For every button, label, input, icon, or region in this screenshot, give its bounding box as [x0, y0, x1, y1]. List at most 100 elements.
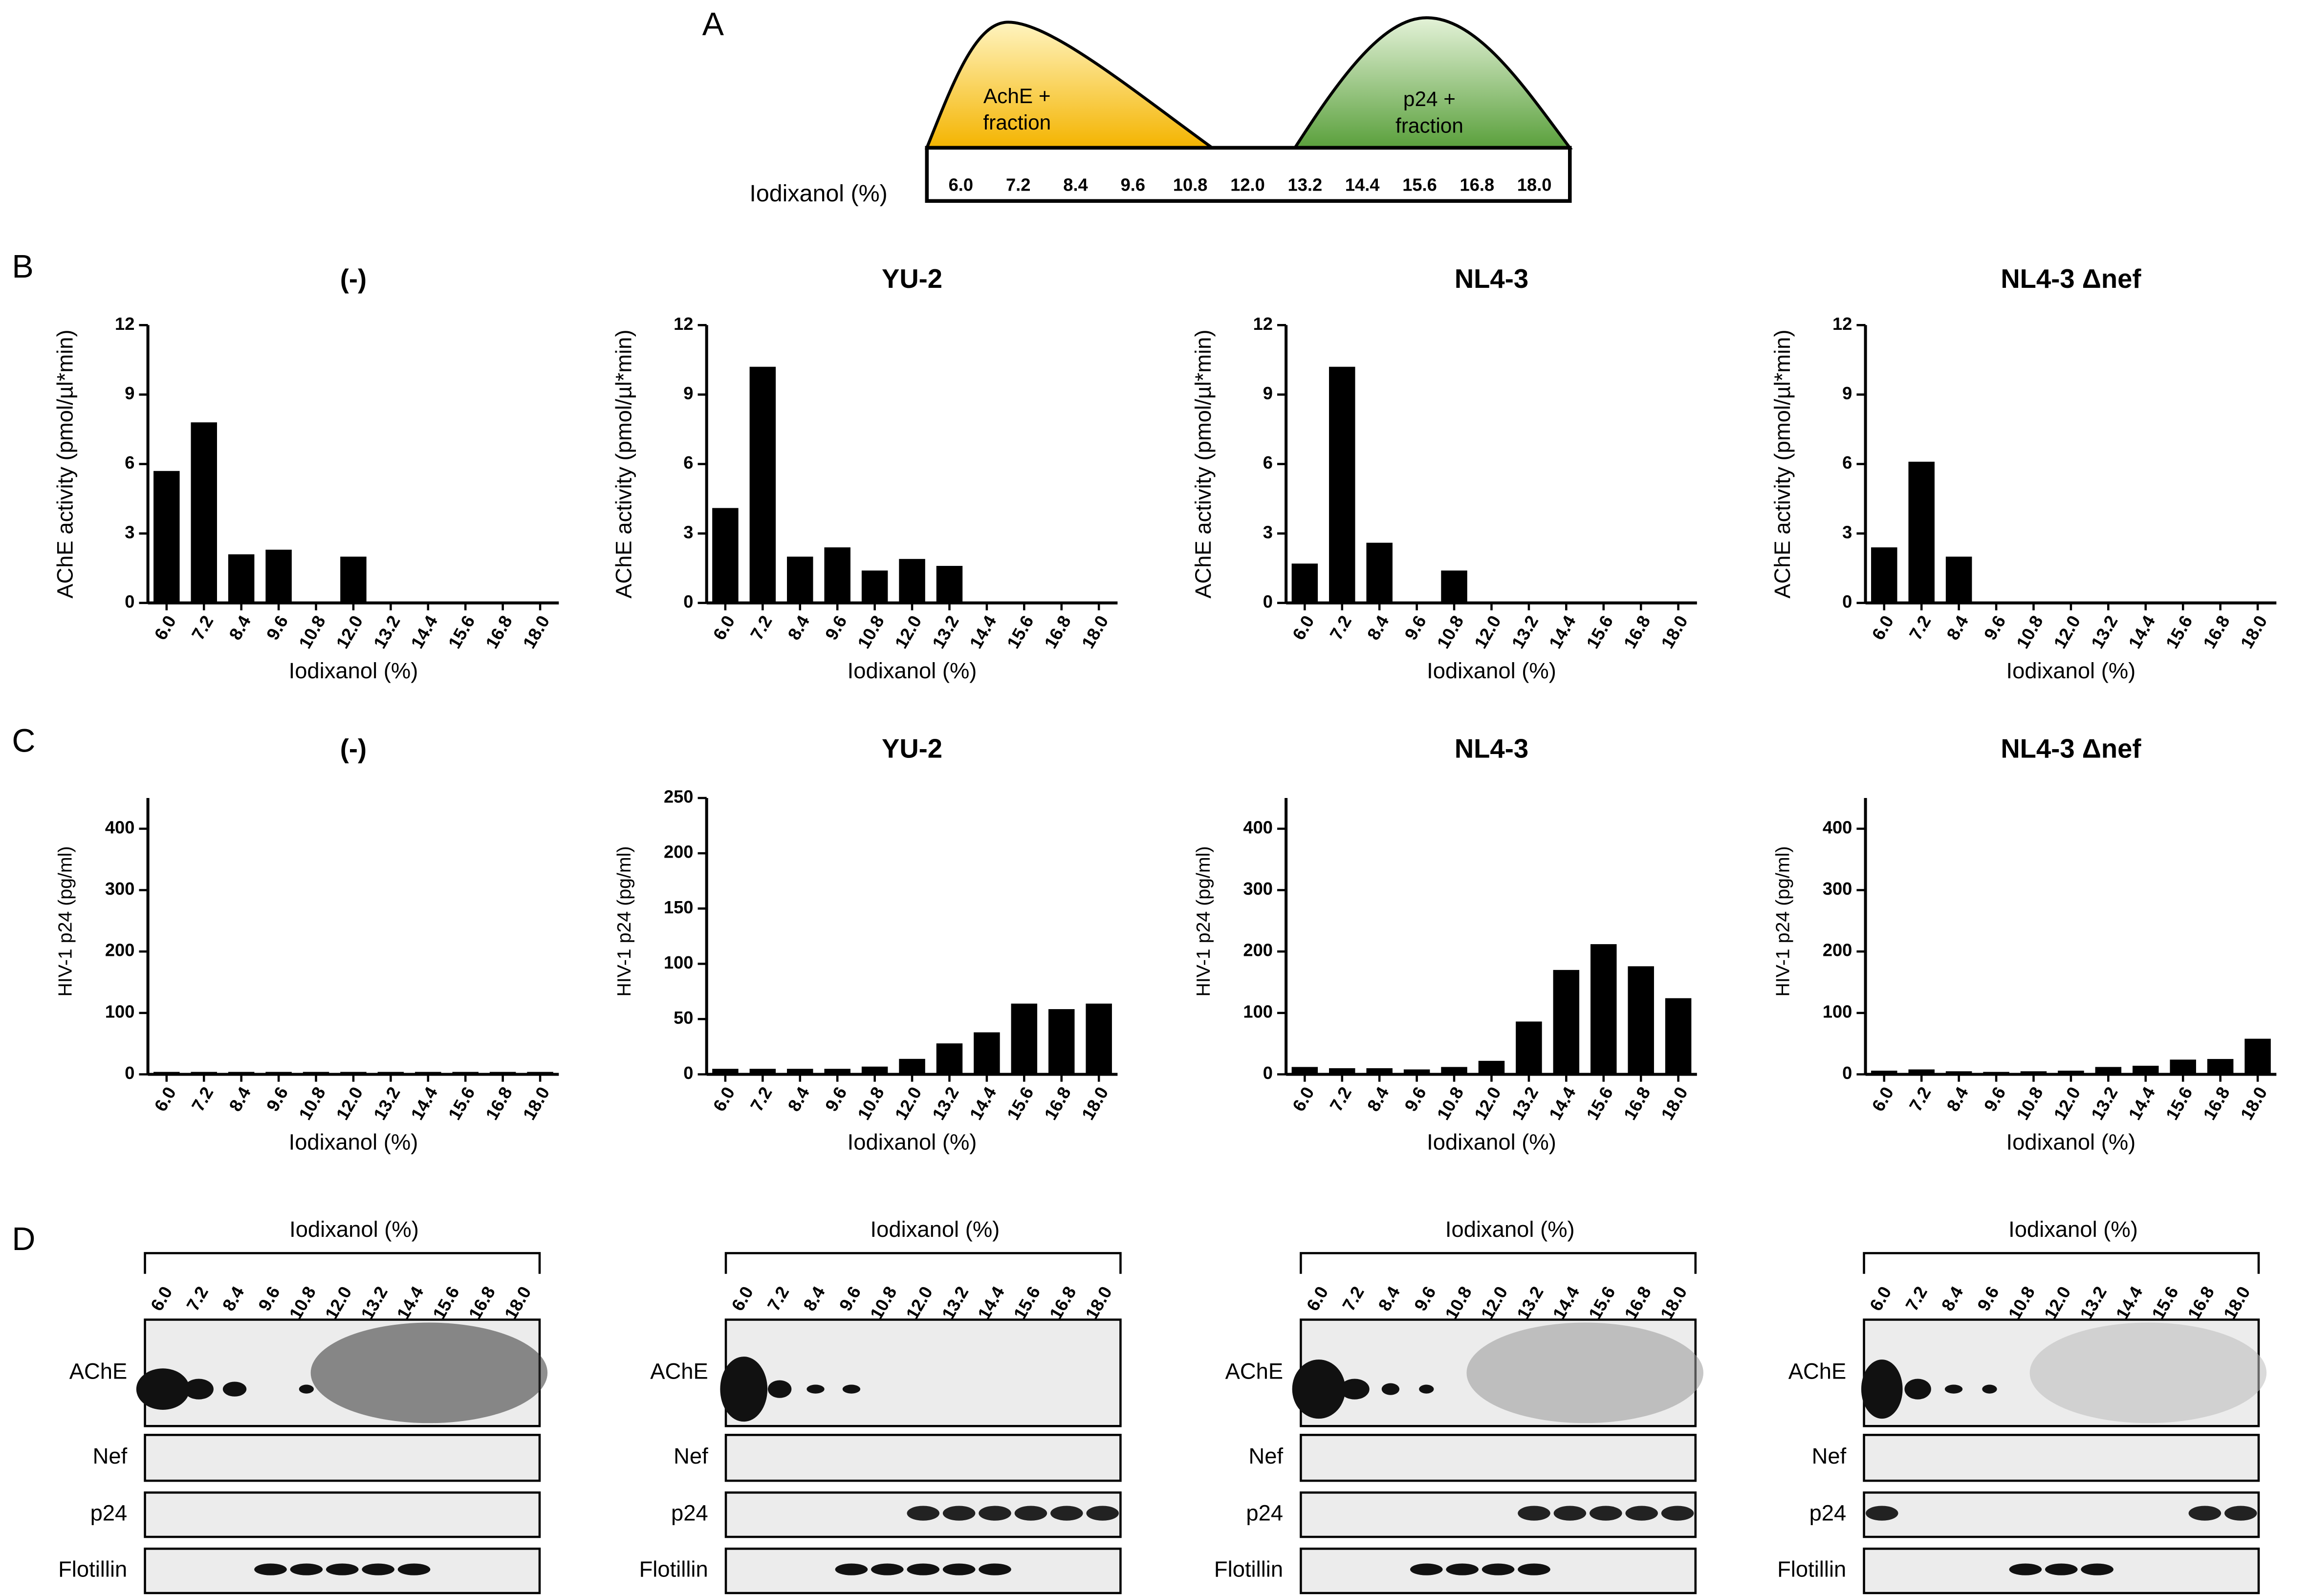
lane-label: 9.6 — [835, 1283, 865, 1314]
blot-band — [1050, 1506, 1083, 1521]
x-tick-label: 8.4 — [1363, 612, 1393, 643]
lane-label: 13.2 — [357, 1283, 392, 1323]
lane-label: 13.2 — [1513, 1283, 1547, 1323]
blot-band — [1590, 1506, 1622, 1521]
y-axis-label: AChE activity (pmol/µl*min) — [52, 329, 77, 598]
bar — [712, 1069, 739, 1075]
blot-band — [1904, 1379, 1931, 1400]
blot-row-label: p24 — [671, 1501, 708, 1526]
x-tick-label: 13.2 — [2087, 1083, 2122, 1123]
bar — [153, 471, 180, 603]
bar — [1291, 563, 1318, 603]
bar — [1086, 1003, 1112, 1075]
x-tick-label: 6.0 — [150, 612, 180, 643]
lane-bracket — [144, 1252, 541, 1274]
x-tick-label: 12.0 — [891, 1083, 926, 1123]
p24-hump — [1292, 16, 1573, 150]
y-tick-label: 200 — [664, 842, 694, 862]
lane-label: 18.0 — [1656, 1283, 1691, 1323]
y-tick-label: 150 — [664, 897, 694, 917]
x-tick-label: 6.0 — [1868, 1083, 1897, 1115]
y-tick-label: 3 — [125, 522, 134, 542]
bar — [1983, 1072, 2009, 1075]
x-tick-label: 12.0 — [332, 1083, 367, 1123]
blot-row-label: Flotillin — [58, 1557, 127, 1582]
x-tick-label: 14.4 — [2124, 1083, 2159, 1123]
bar — [1329, 1068, 1355, 1075]
blot-row-label: AChE — [650, 1359, 708, 1383]
blot-smear — [310, 1322, 548, 1423]
bar — [2020, 1071, 2047, 1075]
fraction-label: 12.0 — [1230, 175, 1265, 195]
x-tick-label: 6.0 — [709, 1083, 739, 1115]
blot-band — [1861, 1359, 1903, 1419]
bar — [1908, 1069, 1935, 1075]
x-tick-label: 9.6 — [821, 1083, 851, 1115]
y-tick-label: 6 — [125, 453, 134, 473]
y-axis-label: HIV-1 p24 (pg/ml) — [1772, 846, 1794, 997]
lane-label: 14.4 — [1548, 1283, 1583, 1323]
y-axis-label: HIV-1 p24 (pg/ml) — [1193, 846, 1214, 997]
y-tick-label: 12 — [115, 314, 134, 334]
blot-band — [835, 1563, 868, 1575]
blot-row-label: Nef — [93, 1444, 128, 1468]
x-tick-label: 18.0 — [1657, 612, 1692, 652]
x-tick-label: 8.4 — [784, 1083, 813, 1115]
blot-band — [1481, 1563, 1515, 1575]
x-tick-label: 10.8 — [295, 1083, 329, 1123]
lane-label: 9.6 — [254, 1283, 284, 1314]
bar — [489, 1072, 516, 1075]
x-tick-label: 18.0 — [519, 612, 554, 652]
bar — [936, 566, 963, 603]
panel-label: A — [702, 6, 724, 43]
x-tick-label: 18.0 — [1078, 612, 1112, 652]
lane-label: 7.2 — [182, 1283, 212, 1314]
y-tick-label: 100 — [105, 1001, 135, 1021]
lane-bracket — [1300, 1252, 1697, 1274]
x-tick-label: 10.8 — [853, 1083, 888, 1123]
x-tick-label: 16.8 — [1040, 1083, 1075, 1123]
y-tick-label: 12 — [1832, 314, 1852, 334]
gradient-box — [925, 146, 1572, 203]
lane-label: 7.2 — [1338, 1283, 1368, 1314]
x-tick-label: 16.8 — [481, 1083, 516, 1123]
blot-band — [907, 1506, 939, 1521]
y-tick-label: 300 — [1243, 879, 1273, 899]
y-tick-label: 9 — [1842, 383, 1852, 403]
bar — [1516, 1021, 1542, 1075]
x-tick-label: 14.4 — [1545, 1083, 1580, 1123]
lane-label: 15.6 — [2148, 1283, 2182, 1323]
blot-smear — [2029, 1322, 2267, 1423]
blot-band — [326, 1563, 359, 1575]
lane-label: 14.4 — [2112, 1283, 2147, 1323]
x-tick-label: 15.6 — [444, 1083, 479, 1123]
x-tick-label: 10.8 — [1433, 612, 1468, 652]
lane-label: 8.4 — [1938, 1283, 1967, 1314]
x-axis-label: Iodixanol (%) — [289, 658, 418, 683]
fraction-label: 18.0 — [1517, 175, 1552, 195]
bar — [787, 1069, 813, 1075]
axis-label: Iodixanol (%) — [749, 180, 887, 207]
fraction-label: 9.6 — [1121, 175, 1145, 195]
x-tick-label: 15.6 — [444, 612, 479, 652]
hump-label: AchE + — [983, 85, 1051, 108]
panel-label: C — [12, 723, 35, 759]
blot-band — [1944, 1384, 1963, 1394]
blot-strip — [144, 1434, 541, 1482]
y-tick-label: 300 — [105, 879, 135, 899]
bar — [191, 422, 217, 603]
blot-row-label: Flotillin — [1777, 1557, 1846, 1582]
y-tick-label: 200 — [105, 940, 135, 960]
fraction-label: 16.8 — [1460, 175, 1495, 195]
y-tick-label: 0 — [1263, 591, 1273, 611]
bar — [527, 1072, 553, 1075]
x-tick-label: 9.6 — [821, 612, 851, 643]
bar — [1628, 966, 1654, 1075]
bar — [228, 1072, 255, 1075]
x-tick-label: 15.6 — [2162, 1083, 2197, 1123]
x-tick-label: 14.4 — [2124, 612, 2159, 652]
x-tick-label: 15.6 — [2162, 612, 2197, 652]
blot-band — [806, 1384, 825, 1394]
western-blot: Iodixanol (%) 6.0 7.2 8.4 9.6 10.8 12.0 13.2 14.… — [58, 1217, 548, 1595]
lane-label: 13.2 — [2076, 1283, 2111, 1323]
